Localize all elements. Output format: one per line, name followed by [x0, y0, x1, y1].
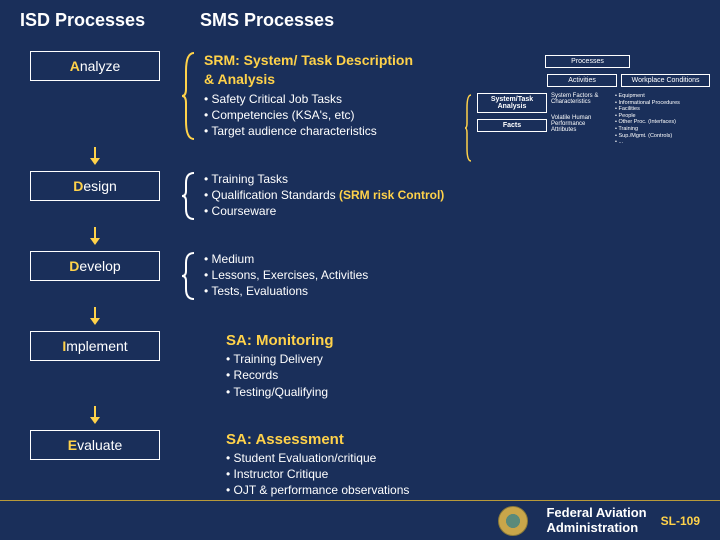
rd-processes: Processes: [545, 55, 630, 68]
implement-title: SA: Monitoring: [226, 331, 700, 351]
analyze-b1: Safety Critical Job Tasks: [204, 91, 418, 107]
rd-activities: Activities: [547, 74, 617, 87]
arrow-2: [30, 227, 160, 245]
evaluate-b3: OJT & performance observations: [226, 482, 700, 498]
arrow-4: [30, 406, 160, 424]
develop-b3: Tests, Evaluations: [204, 283, 700, 299]
evaluate-b2: Instructor Critique: [226, 466, 700, 482]
rd-facts: Facts: [477, 119, 547, 132]
evaluate-content: SA: Assessment Student Evaluation/critiq…: [220, 430, 700, 499]
slide-number: SL-109: [661, 514, 700, 528]
implement-content: SA: Monitoring Training Delivery Records…: [220, 331, 700, 400]
arrow-3: [30, 307, 160, 325]
row-implement: Implement SA: Monitoring Training Delive…: [20, 331, 700, 400]
row-evaluate: Evaluate SA: Assessment Student Evaluati…: [20, 430, 700, 499]
analyze-title: SRM: System/ Task Description & Analysis: [204, 51, 418, 89]
analyze-b3: Target audience characteristics: [204, 123, 418, 139]
row-design: Design Training Tasks Qualification Stan…: [20, 171, 700, 221]
phase-develop: Develop: [30, 251, 160, 281]
row-develop: Develop Medium Lessons, Exercises, Activ…: [20, 251, 700, 301]
rd-workplace: Workplace Conditions: [621, 74, 710, 87]
arrow-1: [30, 147, 160, 165]
footer: Federal Aviation Administration SL-109: [0, 500, 720, 540]
design-b1: Training Tasks: [204, 171, 700, 187]
isd-header: ISD Processes: [20, 10, 180, 31]
phase-implement: Implement: [30, 331, 160, 361]
design-b3: Courseware: [204, 203, 700, 219]
develop-content: Medium Lessons, Exercises, Activities Te…: [198, 251, 700, 300]
implement-b1: Training Delivery: [226, 351, 700, 367]
brace-design: [180, 171, 198, 221]
sms-header: SMS Processes: [200, 10, 400, 31]
evaluate-title: SA: Assessment: [226, 430, 700, 450]
implement-b2: Records: [226, 367, 700, 383]
brace-analyze: [180, 51, 198, 141]
develop-b2: Lessons, Exercises, Activities: [204, 267, 700, 283]
phase-design: Design: [30, 171, 160, 201]
headers: ISD Processes SMS Processes: [20, 10, 700, 31]
rd-mid: System Factors & Characteristics Volatil…: [551, 93, 611, 165]
brace-develop: [180, 251, 198, 301]
rd-systask: System/Task Analysis: [477, 93, 547, 113]
right-diagram: Processes Activities Workplace Condition…: [465, 55, 710, 171]
phase-evaluate: Evaluate: [30, 430, 160, 460]
design-b2: Qualification Standards (SRM risk Contro…: [204, 187, 700, 203]
develop-b1: Medium: [204, 251, 700, 267]
faa-seal-icon: [498, 506, 528, 536]
implement-b3: Testing/Qualifying: [226, 384, 700, 400]
phase-analyze: Analyze: [30, 51, 160, 81]
evaluate-b1: Student Evaluation/critique: [226, 450, 700, 466]
analyze-b2: Competencies (KSA's, etc): [204, 107, 418, 123]
faa-org: Federal Aviation Administration: [546, 506, 646, 535]
analyze-content: SRM: System/ Task Description & Analysis…: [198, 51, 418, 139]
rd-right-list: • Equipment • Informational Procedures •…: [615, 93, 710, 165]
design-content: Training Tasks Qualification Standards (…: [198, 171, 700, 220]
